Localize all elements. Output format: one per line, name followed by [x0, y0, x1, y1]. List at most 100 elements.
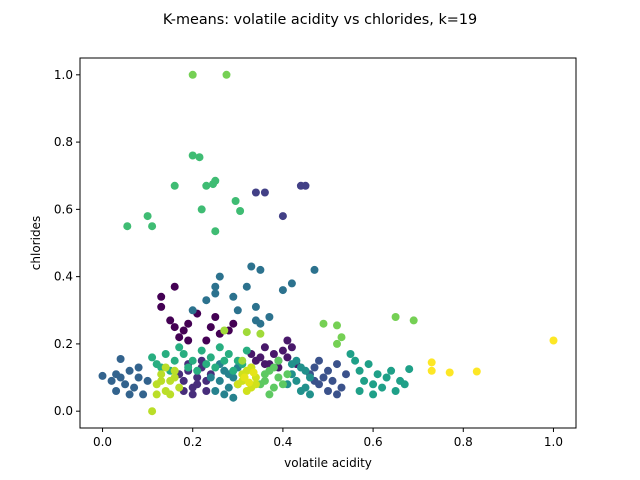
data-point-cluster-0-10 [211, 313, 220, 321]
data-point-cluster-12-8 [260, 370, 269, 379]
data-point-cluster-10-4 [175, 343, 184, 352]
data-point-cluster-14-0 [242, 328, 251, 337]
data-point-cluster-8-8 [296, 387, 305, 395]
data-point-cluster-11-0 [148, 222, 157, 231]
x-tick-label: 0.2 [183, 435, 202, 449]
data-point-cluster-8-9 [287, 360, 296, 369]
data-point-cluster-14-1 [256, 329, 265, 338]
data-point-cluster-13-0 [188, 70, 197, 79]
data-point-cluster-11-11 [231, 197, 240, 205]
data-point-cluster-11-1 [123, 222, 132, 231]
data-point-cluster-6-10 [202, 296, 211, 305]
data-point-cluster-0-14 [184, 336, 193, 345]
data-point-cluster-7-6 [220, 390, 229, 399]
y-tick-label: 0.0 [54, 404, 73, 418]
data-point-cluster-10-19 [220, 356, 229, 365]
y-tick-label: 0.8 [54, 135, 73, 149]
data-point-cluster-10-7 [197, 346, 206, 355]
data-point-cluster-5-7 [130, 383, 139, 392]
data-point-cluster-5-4 [116, 355, 125, 363]
data-point-cluster-10-17 [202, 360, 211, 369]
data-point-cluster-0-9 [206, 323, 215, 332]
data-point-cluster-2-3 [193, 373, 202, 382]
data-point-cluster-1-12 [283, 336, 292, 345]
data-point-cluster-10-0 [148, 353, 157, 362]
data-point-cluster-9-0 [346, 350, 355, 358]
data-point-cluster-5-10 [143, 376, 152, 385]
plot-frame [79, 57, 577, 429]
data-point-cluster-6-9 [251, 302, 260, 311]
data-points [98, 70, 558, 416]
data-point-cluster-6-5 [242, 282, 251, 291]
data-point-cluster-3-1 [260, 188, 269, 197]
data-point-cluster-9-9 [391, 387, 400, 395]
data-point-cluster-4-9 [315, 356, 323, 365]
data-point-cluster-10-12 [242, 346, 251, 355]
data-point-cluster-18-4 [472, 367, 481, 376]
data-point-cluster-15-8 [152, 390, 161, 399]
data-point-cluster-12-4 [269, 363, 278, 372]
data-point-cluster-1-8 [260, 360, 269, 369]
y-tick-label: 0.2 [54, 337, 73, 351]
data-point-cluster-5-11 [112, 370, 121, 379]
data-point-cluster-0-15 [175, 333, 184, 342]
x-tick-label: 0.0 [93, 435, 112, 449]
data-point-cluster-4-1 [310, 363, 319, 372]
data-point-cluster-4-4 [324, 366, 332, 375]
data-point-cluster-4-3 [319, 373, 328, 382]
data-point-cluster-6-11 [229, 292, 238, 301]
data-point-cluster-15-2 [157, 370, 166, 379]
x-tick-label: 1.0 [544, 435, 563, 449]
data-point-cluster-15-9 [170, 373, 179, 382]
data-point-cluster-13-3 [333, 321, 341, 330]
data-point-cluster-13-4 [337, 333, 346, 342]
data-point-cluster-8-4 [306, 373, 314, 382]
data-point-cluster-5-5 [121, 380, 130, 389]
data-point-cluster-17-2 [249, 368, 258, 377]
data-point-cluster-9-15 [355, 387, 364, 395]
data-point-cluster-2-13 [202, 387, 211, 395]
data-point-cluster-11-4 [188, 151, 197, 160]
data-point-cluster-8-10 [306, 390, 314, 399]
data-point-cluster-15-0 [148, 407, 157, 416]
data-point-cluster-1-11 [251, 356, 260, 365]
data-point-cluster-5-6 [125, 366, 134, 375]
data-point-cluster-5-8 [134, 373, 143, 382]
data-point-cluster-14-2 [220, 326, 229, 335]
data-point-cluster-6-6 [278, 286, 287, 295]
data-point-cluster-11-3 [170, 181, 179, 190]
data-point-cluster-11-9 [197, 205, 206, 214]
data-point-cluster-9-7 [378, 383, 387, 392]
data-point-cluster-5-1 [107, 376, 116, 385]
data-point-cluster-15-10 [157, 376, 166, 385]
data-point-cluster-7-9 [206, 373, 215, 382]
data-point-cluster-0-6 [184, 319, 193, 328]
data-point-cluster-10-8 [206, 353, 215, 362]
data-point-cluster-6-12 [188, 306, 197, 315]
data-point-cluster-7-4 [211, 387, 220, 395]
data-point-cluster-13-7 [409, 316, 418, 325]
data-point-cluster-7-10 [229, 393, 238, 402]
data-point-cluster-12-5 [278, 380, 287, 389]
data-point-cluster-16-4 [242, 387, 251, 395]
data-point-cluster-0-3 [166, 316, 175, 325]
data-point-cluster-11-12 [236, 207, 245, 215]
data-point-cluster-4-12 [333, 390, 341, 399]
data-point-cluster-1-3 [269, 350, 278, 358]
data-point-cluster-0-2 [170, 282, 179, 291]
data-point-cluster-5-2 [112, 387, 121, 395]
data-point-cluster-9-6 [373, 370, 382, 379]
x-tick-label: 0.8 [454, 435, 473, 449]
data-point-cluster-14-3 [238, 356, 247, 365]
data-point-cluster-3-3 [301, 181, 310, 190]
data-point-cluster-6-8 [310, 265, 319, 274]
y-tick-label: 1.0 [54, 68, 73, 82]
data-point-cluster-2-0 [179, 376, 188, 385]
data-point-cluster-9-14 [405, 365, 414, 374]
data-point-cluster-1-6 [283, 353, 292, 362]
data-point-cluster-11-10 [211, 227, 220, 236]
data-point-cluster-5-13 [134, 363, 143, 372]
data-point-cluster-3-4 [278, 212, 287, 221]
